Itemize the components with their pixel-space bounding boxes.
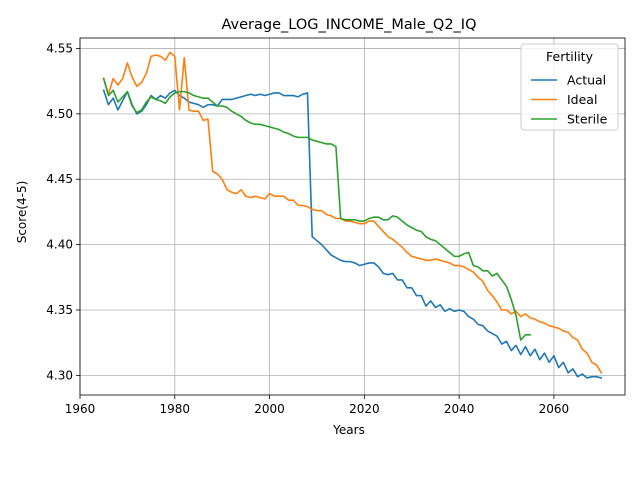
legend-label-actual: Actual xyxy=(567,73,606,88)
x-axis-label: Years xyxy=(332,423,365,437)
legend-entries: Actual Ideal Sterile xyxy=(531,73,608,127)
series-line-actual xyxy=(102,89,603,379)
y-tick-label: 4.50 xyxy=(46,107,73,121)
x-tick-label: 1980 xyxy=(160,402,191,416)
legend-box xyxy=(520,43,619,131)
chart-title: Average_LOG_INCOME_Male_Q2_IQ xyxy=(221,17,476,33)
x-axis-ticks: 1960 1980 2000 2020 2040 2060 xyxy=(65,395,569,416)
y-axis-label: Score(4-5) xyxy=(15,181,29,244)
legend: Fertility Actual Ideal Sterile xyxy=(520,43,619,131)
y-tick-label: 4.55 xyxy=(46,41,73,55)
x-tick-label: 1960 xyxy=(65,402,96,416)
y-tick-label: 4.35 xyxy=(46,303,73,317)
legend-title: Fertility xyxy=(546,49,594,64)
x-tick-label: 2060 xyxy=(539,402,570,416)
y-tick-label: 4.45 xyxy=(46,172,73,186)
series-line-ideal xyxy=(102,51,603,374)
legend-label-sterile: Sterile xyxy=(567,112,608,127)
series-lines xyxy=(102,51,603,379)
y-axis-ticks: 4.30 4.35 4.40 4.45 4.50 4.55 xyxy=(46,41,80,382)
y-tick-label: 4.30 xyxy=(46,368,73,382)
legend-label-ideal: Ideal xyxy=(567,92,597,107)
x-tick-label: 2000 xyxy=(254,402,285,416)
series-line-sterile xyxy=(102,77,532,341)
x-tick-label: 2040 xyxy=(444,402,475,416)
y-tick-label: 4.40 xyxy=(46,238,73,252)
plot-frame xyxy=(79,37,626,396)
x-tick-label: 2020 xyxy=(349,402,380,416)
